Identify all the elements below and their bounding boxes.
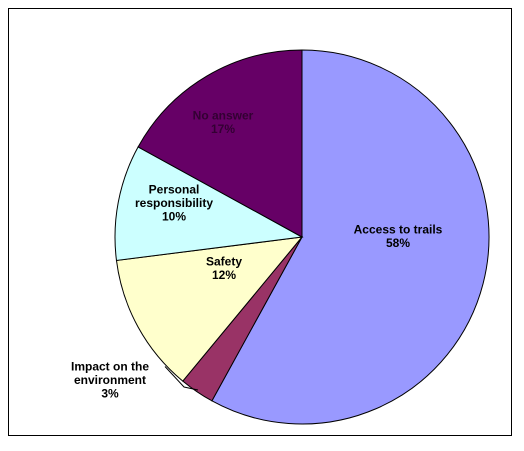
slice-label-4: Personal responsibility 10% (135, 183, 213, 224)
slice-label-2: Impact on the environment 3% (71, 360, 149, 401)
pie-slices (114, 49, 490, 425)
pie-slice-3 (115, 236, 304, 382)
slice-label-5: No answer 17% (193, 108, 254, 136)
leader-lines (164, 366, 199, 391)
leader-line-impact (164, 366, 199, 391)
slice-label-1: Access to trails 58% (354, 222, 443, 250)
slice-labels: Access to trails 58% Impact on the environm… (71, 108, 443, 400)
pie-slice-4 (114, 146, 304, 261)
slice-label-3: Safety 12% (206, 254, 242, 282)
pie-slice-5 (137, 49, 303, 238)
pie-slice-1 (211, 49, 490, 425)
